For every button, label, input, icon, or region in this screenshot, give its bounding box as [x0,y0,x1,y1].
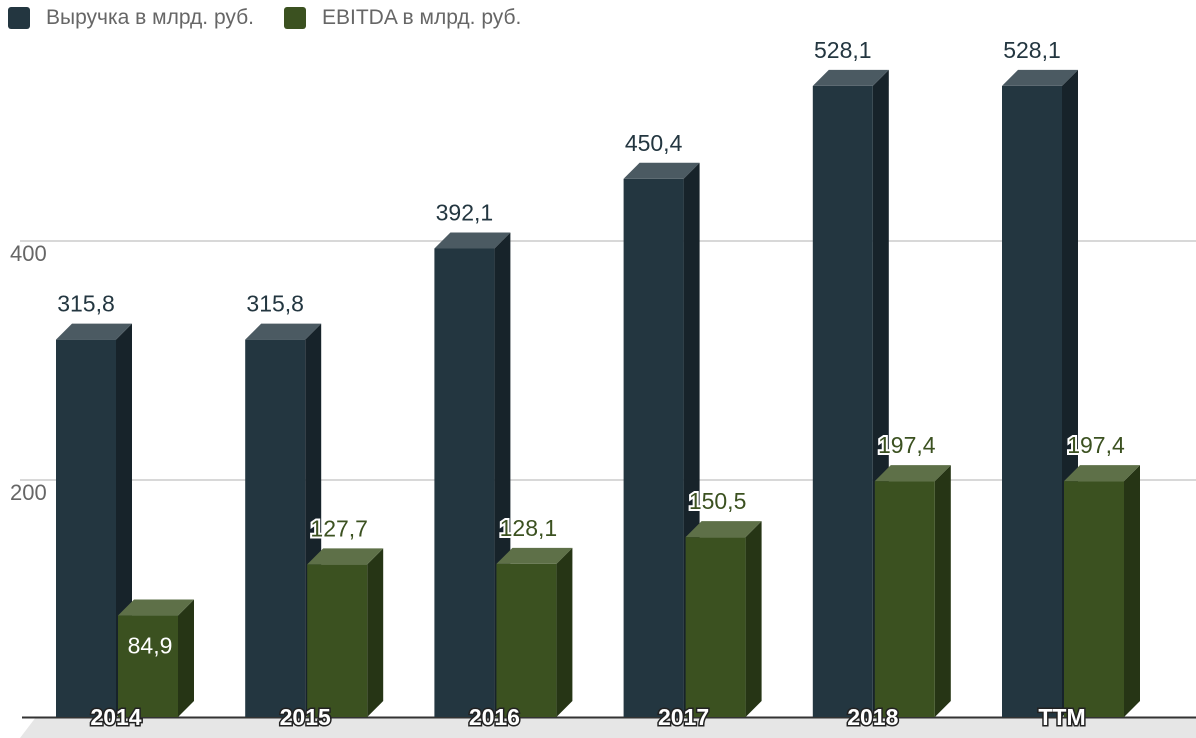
bar-front [812,85,873,717]
bar-top [623,162,700,179]
legend-label-revenue: Выручка в млрд. руб. [46,6,254,29]
bar-front [496,563,557,717]
bar-top [307,548,384,565]
legend: Выручка в млрд. руб. EBITDA в млрд. руб. [0,0,543,36]
x-tick-label: 2015 [280,704,331,730]
label-layer: 315,8 84,9 2014 315,8 127,7 2015 392,1 128,1 201… [57,37,1127,732]
data-label: 197,4 [1067,432,1125,458]
data-label: 450,4 [625,130,683,156]
legend-item-revenue[interactable]: Выручка в млрд. руб. [0,6,254,30]
bar-front [1002,85,1062,717]
x-tick-label: TTM [1038,704,1085,730]
x-tick-label: 2018 [847,704,898,730]
bar [496,547,573,717]
bar [118,599,194,717]
bar-top [434,232,511,249]
data-label: 315,8 [57,291,115,317]
legend-label-ebitda: EBITDA в млрд. руб. [322,6,522,29]
bar [1064,465,1140,717]
bar-front [874,481,935,717]
bar [56,323,132,717]
bar-side [934,465,951,717]
bar-top [56,323,132,340]
bar-top [874,465,951,482]
bar-front [118,615,178,717]
bar-side [556,547,573,717]
bar-front [245,339,306,717]
bar-top [1002,69,1078,86]
bar-front [307,564,368,717]
bar-front [685,537,746,717]
bar-top [685,521,762,538]
legend-item-ebitda[interactable]: EBITDA в млрд. руб. [276,6,521,30]
bar [245,323,322,717]
y-tick-label: 200 [10,480,47,505]
bar-front [434,248,495,718]
bar-side [367,548,384,717]
y-tick-label: 400 [10,241,47,266]
bar-top [812,69,889,86]
data-label: 315,8 [246,291,304,317]
x-tick-label: 2017 [658,704,709,730]
bar [874,465,951,717]
bar-top [245,323,322,340]
x-tick-label: 2014 [90,704,141,730]
grid-layer: 200 400 [10,240,1196,738]
data-label: 127,7 [310,515,368,541]
legend-swatch-revenue [8,7,30,29]
bar-top [118,599,194,616]
bar-top [496,547,573,564]
data-label: 150,5 [689,488,747,514]
data-label: 528,1 [814,37,872,63]
bar-side [1124,465,1140,717]
bar-front [1064,481,1124,717]
bar [685,521,762,717]
legend-swatch-ebitda [284,7,306,29]
data-label: 392,1 [436,199,494,225]
bar [307,548,384,717]
data-label: 128,1 [500,515,558,541]
bar-layer [56,69,1140,718]
bar-top [1064,465,1140,482]
data-label: 528,1 [1003,37,1061,63]
bar-side [178,599,194,717]
bar-front [623,178,684,718]
data-label: 84,9 [128,633,173,659]
x-tick-label: 2016 [469,704,520,730]
bar-side [745,521,762,717]
data-label: 197,4 [878,432,936,458]
floor [20,717,1196,738]
bar-front [56,339,116,717]
